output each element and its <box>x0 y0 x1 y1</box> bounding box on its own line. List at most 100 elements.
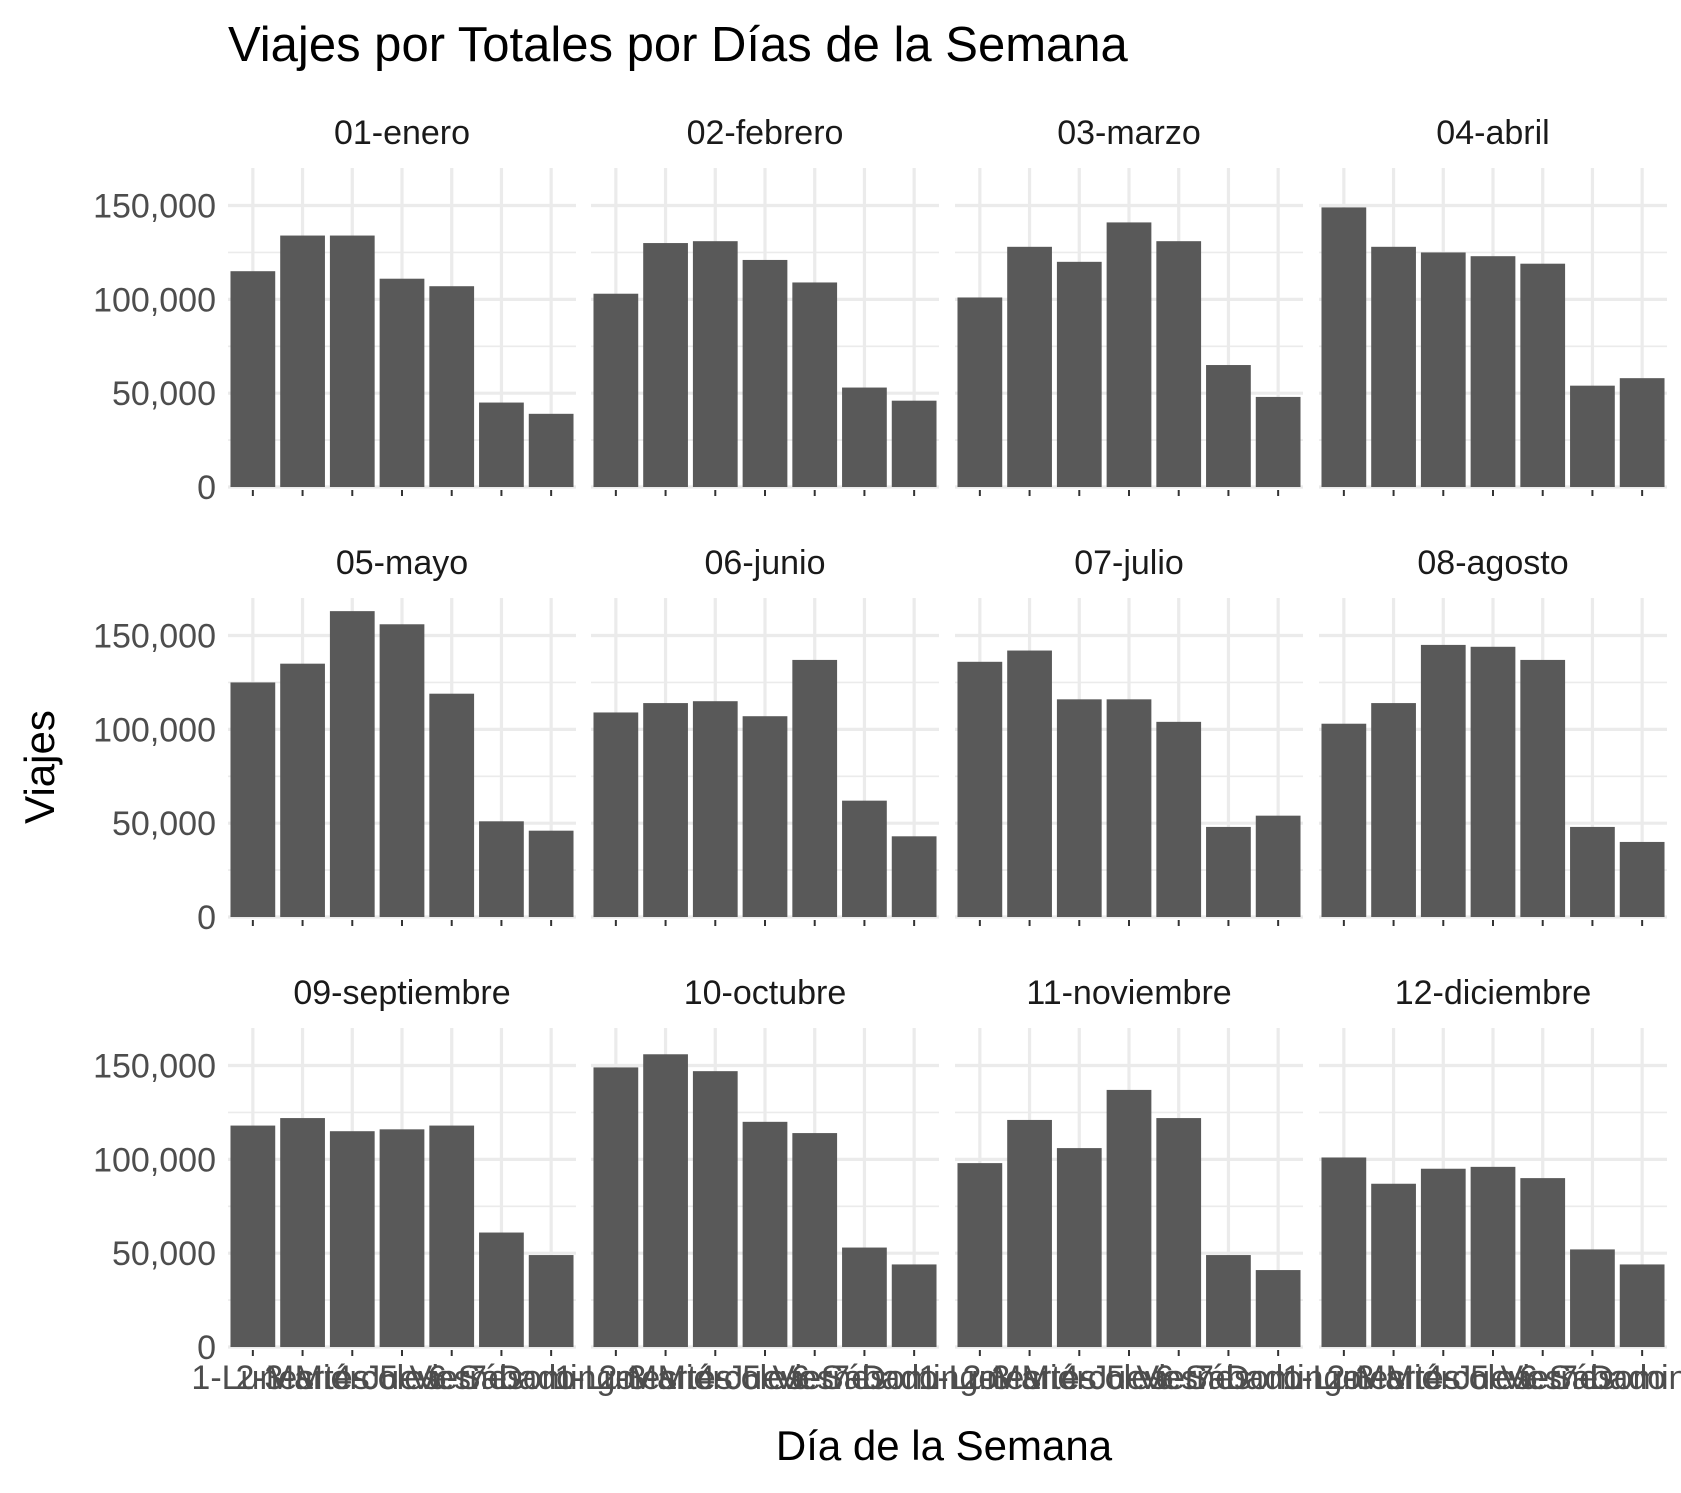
facet-panel: 09-septiembre 0 50,000 100,000 150,000 1-Lune… <box>93 974 634 1397</box>
bar <box>329 611 375 917</box>
x-tick-label: 7-Domingo <box>831 1359 997 1397</box>
y-tick-label: 0 <box>197 899 216 937</box>
facet-panel: 06-junio <box>591 544 939 926</box>
bar <box>1206 1255 1251 1347</box>
bar <box>280 663 325 917</box>
x-tick-label: 1-Lunes <box>554 1359 677 1397</box>
bar <box>479 821 524 917</box>
x-tick-label: 4-Jueves <box>1060 1359 1198 1397</box>
x-tick-label: 5-Viernes <box>1106 1359 1251 1397</box>
bar <box>280 1118 325 1347</box>
bar <box>1520 1178 1566 1347</box>
bar <box>1619 378 1665 487</box>
x-tick-label: 2-Martes <box>236 1359 370 1397</box>
y-tick-label: 100,000 <box>93 1141 216 1179</box>
facet-label: 07-julio <box>1074 544 1184 582</box>
bar <box>1106 222 1152 487</box>
bar <box>1321 207 1367 487</box>
bar <box>1570 1249 1615 1347</box>
x-tick-label: 4-Jueves <box>696 1359 834 1397</box>
bar <box>692 241 738 487</box>
bar <box>742 1121 788 1347</box>
chart-title: Viajes por Totales por Días de la Semana <box>228 18 1129 72</box>
bar <box>1420 252 1466 487</box>
bar <box>643 1054 688 1347</box>
facet-label: 02-febrero <box>687 114 844 152</box>
bar <box>1520 263 1566 487</box>
x-tick-label: 6-Sábado <box>1519 1359 1666 1397</box>
y-tick-label: 150,000 <box>93 188 216 226</box>
bar <box>479 402 524 487</box>
facet-label: 06-junio <box>705 544 826 582</box>
bar <box>692 1071 738 1347</box>
bar <box>1156 1118 1202 1347</box>
facet-panel: 01-enero 0 50,000 100,000 150,000 <box>93 114 576 507</box>
bar <box>329 1131 375 1347</box>
facet-label: 11-noviembre <box>1026 974 1231 1012</box>
y-tick-label: 50,000 <box>112 805 216 843</box>
bar <box>1470 256 1516 487</box>
bar <box>692 701 738 917</box>
bar <box>1056 699 1102 917</box>
bar <box>1321 1157 1367 1347</box>
bar <box>1255 1270 1301 1347</box>
bar <box>1206 365 1251 487</box>
y-tick-label: 50,000 <box>112 1235 216 1273</box>
bar <box>593 293 639 487</box>
bar <box>742 716 788 917</box>
x-tick-label: 3-Miércoles <box>264 1359 440 1397</box>
facet-label: 04-abril <box>1436 114 1549 152</box>
x-tick-label: 1-Lunes <box>1282 1359 1405 1397</box>
facet-panel: 03-marzo <box>955 114 1303 496</box>
bar <box>891 400 937 487</box>
facet-panel: 10-octubre 1-Lunes2-Martes3-Miércoles4-Ju… <box>554 974 997 1397</box>
bar <box>792 1133 838 1347</box>
bar <box>1106 1089 1152 1347</box>
bar <box>1420 1168 1466 1347</box>
bar <box>528 413 574 487</box>
x-tick-label: 2-Martes <box>1327 1359 1461 1397</box>
bar <box>528 830 574 917</box>
facet-panel: 04-abril <box>1319 114 1667 496</box>
bar <box>280 235 325 487</box>
x-tick-label: 5-Viernes <box>379 1359 524 1397</box>
bar <box>1206 826 1251 917</box>
facet-label: 01-enero <box>334 114 470 152</box>
facet-label: 05-mayo <box>336 544 468 582</box>
bar <box>1619 1264 1665 1347</box>
bar <box>1156 721 1202 917</box>
x-tick-label: 4-Jueves <box>333 1359 471 1397</box>
bar <box>742 259 788 487</box>
bar <box>957 297 1003 487</box>
y-tick-label: 100,000 <box>93 281 216 319</box>
bar <box>1007 1119 1052 1347</box>
bar <box>1520 659 1566 917</box>
bar <box>1007 650 1052 917</box>
bar <box>379 1129 425 1347</box>
bar <box>429 286 475 487</box>
facet-label: 09-septiembre <box>293 974 510 1012</box>
bar <box>1371 1183 1416 1347</box>
bar <box>1420 644 1466 917</box>
bar <box>792 659 838 917</box>
bar <box>842 387 887 487</box>
x-tick-label: 5-Viernes <box>742 1359 887 1397</box>
bar <box>1470 646 1516 917</box>
bar <box>528 1255 574 1347</box>
facet-panel: 05-mayo 0 50,000 100,000 150,000 <box>93 544 576 937</box>
bar <box>1106 699 1152 917</box>
bar <box>1570 385 1615 487</box>
bar <box>379 278 425 487</box>
y-tick-label: 100,000 <box>93 711 216 749</box>
facet-label: 08-agosto <box>1417 544 1568 582</box>
y-tick-label: 50,000 <box>112 375 216 413</box>
x-tick-label: 3-Miércoles <box>627 1359 803 1397</box>
bar <box>429 1125 475 1347</box>
y-axis-title: Viajes <box>16 710 63 824</box>
bar <box>1255 815 1301 917</box>
x-tick-label: 3-Miércoles <box>991 1359 1167 1397</box>
x-axis-title: Día de la Semana <box>776 1422 1113 1469</box>
facet-panel: 02-febrero <box>591 114 939 496</box>
bar <box>1321 723 1367 917</box>
